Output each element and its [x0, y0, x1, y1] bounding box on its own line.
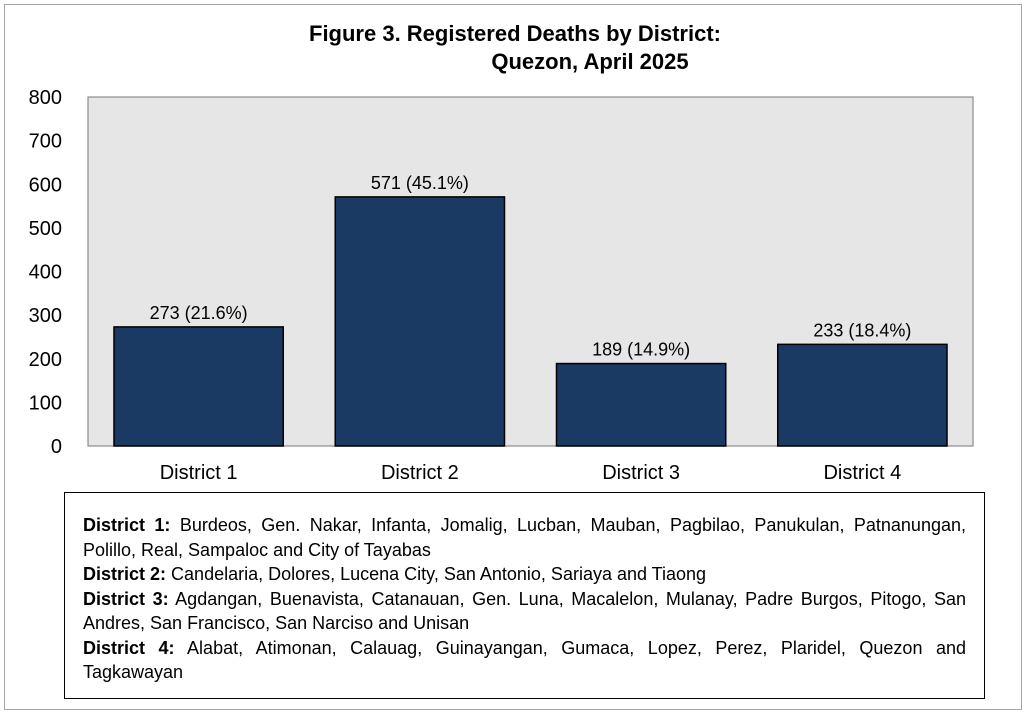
x-tick-label: District 1: [160, 462, 238, 484]
chart-title-line2: Quezon, April 2025: [491, 49, 689, 74]
district-legend: District 1: Burdeos, Gen. Nakar, Infanta…: [64, 492, 985, 699]
legend-label: District 3:: [83, 588, 169, 609]
legend-text: Alabat, Atimonan, Calauag, Guinayangan, …: [83, 637, 966, 683]
x-tick-label: District 4: [823, 462, 901, 484]
x-tick-label: District 3: [602, 462, 680, 484]
y-tick-label: 300: [29, 305, 62, 327]
legend-label: District 1:: [83, 515, 171, 535]
data-label: 571 (45.1%): [371, 173, 469, 193]
bar: [555, 362, 727, 447]
y-tick-label: 200: [29, 349, 62, 371]
legend-entry-district-4: District 4: Alabat, Atimonan, Calauag, G…: [83, 636, 966, 685]
y-tick-label: 800: [29, 87, 62, 109]
data-label: 273 (21.6%): [150, 303, 248, 323]
y-tick-label: 400: [29, 262, 62, 284]
legend-label: District 2:: [83, 564, 167, 584]
chart-title: Figure 3. Registered Deaths by District:…: [0, 20, 1030, 76]
legend-entry-district-2: District 2: Candelaria, Dolores, Lucena …: [83, 562, 966, 587]
legend-text: Agdangan, Buenavista, Catanauan, Gen. Lu…: [83, 588, 966, 634]
legend-text: Burdeos, Gen. Nakar, Infanta, Jomalig, L…: [83, 515, 966, 560]
y-tick-label: 0: [51, 436, 62, 458]
chart-title-line1: Figure 3. Registered Deaths by District:: [309, 21, 721, 46]
x-tick-label: District 2: [381, 462, 459, 484]
bar: [776, 343, 948, 447]
legend-text: Candelaria, Dolores, Lucena City, San An…: [171, 564, 707, 584]
legend-entry-district-3: District 3: Agdangan, Buenavista, Catana…: [83, 587, 966, 636]
figure-frame: [4, 4, 1022, 710]
data-label: 189 (14.9%): [592, 340, 690, 360]
legend-label: District 4:: [83, 637, 175, 658]
legend-entry-district-1: District 1: Burdeos, Gen. Nakar, Infanta…: [83, 513, 966, 562]
bar-chart: 0 100 200 300 400 500 600 700 800 273 (21.6%) Dist…: [29, 87, 974, 484]
bar: [113, 326, 285, 447]
y-tick-label: 100: [29, 392, 62, 414]
bar: [334, 196, 506, 447]
data-label: 233 (18.4%): [813, 320, 911, 340]
y-tick-label: 600: [29, 174, 62, 196]
y-tick-label: 500: [29, 218, 62, 240]
y-tick-label: 700: [29, 131, 62, 153]
